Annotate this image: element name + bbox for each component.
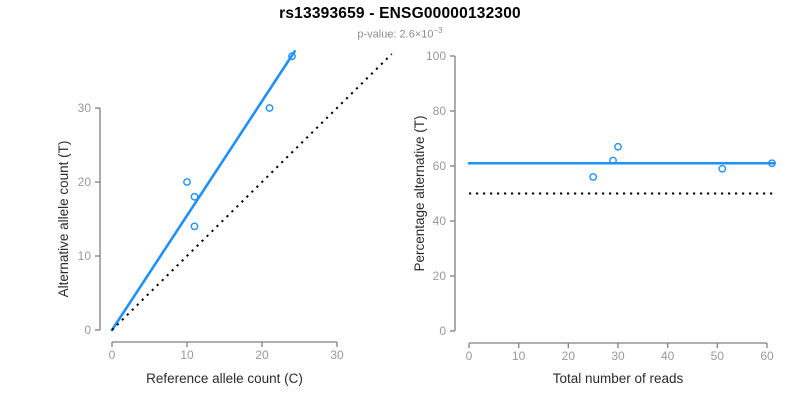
y-tick-label: 100 (426, 49, 446, 63)
regression-line (110, 50, 296, 332)
pvalue-exponent: −3 (433, 26, 443, 35)
pvalue-text: p-value: 2.6×10 (357, 28, 434, 41)
y-axis-title: Alternative allele count (T) (56, 141, 71, 298)
x-tick-label: 10 (180, 348, 194, 362)
data-point (190, 192, 199, 201)
x-tick-label: 30 (611, 349, 625, 363)
x-axis-title: Total number of reads (553, 371, 684, 386)
x-tick-label: 0 (466, 349, 473, 363)
data-point (614, 142, 622, 151)
x-axis-title: Reference allele count (C) (146, 371, 303, 386)
data-point (609, 156, 617, 165)
x-tick-label: 40 (661, 349, 675, 363)
y-tick-label: 20 (433, 269, 447, 283)
y-tick-label: 0 (439, 324, 446, 338)
y-axis-title: Percentage alternative (T) (412, 115, 427, 271)
x-tick-label: 10 (512, 349, 526, 363)
y-tick-label: 20 (78, 175, 92, 189)
data-point (589, 173, 598, 181)
y-tick-label: 80 (433, 104, 447, 118)
figure-subtitle: p-value: 2.6×10−3 (0, 26, 800, 41)
panel-percentage-alternative: 0 10 20 30 40 50 60 0 20 40 60 80 100 Total number of… (412, 49, 776, 386)
data-point (265, 104, 274, 112)
data-point (183, 178, 191, 186)
identity-line (111, 53, 393, 331)
panel-allele-counts: 0 10 20 30 0 10 20 30 Reference allele count (C)… (56, 50, 393, 386)
y-tick-label: 30 (78, 101, 92, 115)
y-tick-label: 40 (433, 214, 447, 228)
x-tick-label: 30 (330, 348, 344, 362)
y-tick-label: 0 (84, 323, 91, 337)
figure-title: rs13393659 - ENSG00000132300 (279, 5, 521, 22)
x-tick-label: 20 (255, 348, 269, 362)
x-tick-label: 20 (562, 349, 576, 363)
data-point (288, 52, 296, 61)
data-point (190, 222, 199, 231)
x-tick-label: 0 (109, 348, 116, 362)
y-tick-label: 10 (78, 249, 92, 263)
data-point (718, 164, 727, 173)
x-tick-label: 60 (760, 349, 774, 363)
y-tick-label: 60 (433, 159, 447, 173)
x-tick-label: 50 (711, 349, 725, 363)
data-point (768, 159, 776, 168)
